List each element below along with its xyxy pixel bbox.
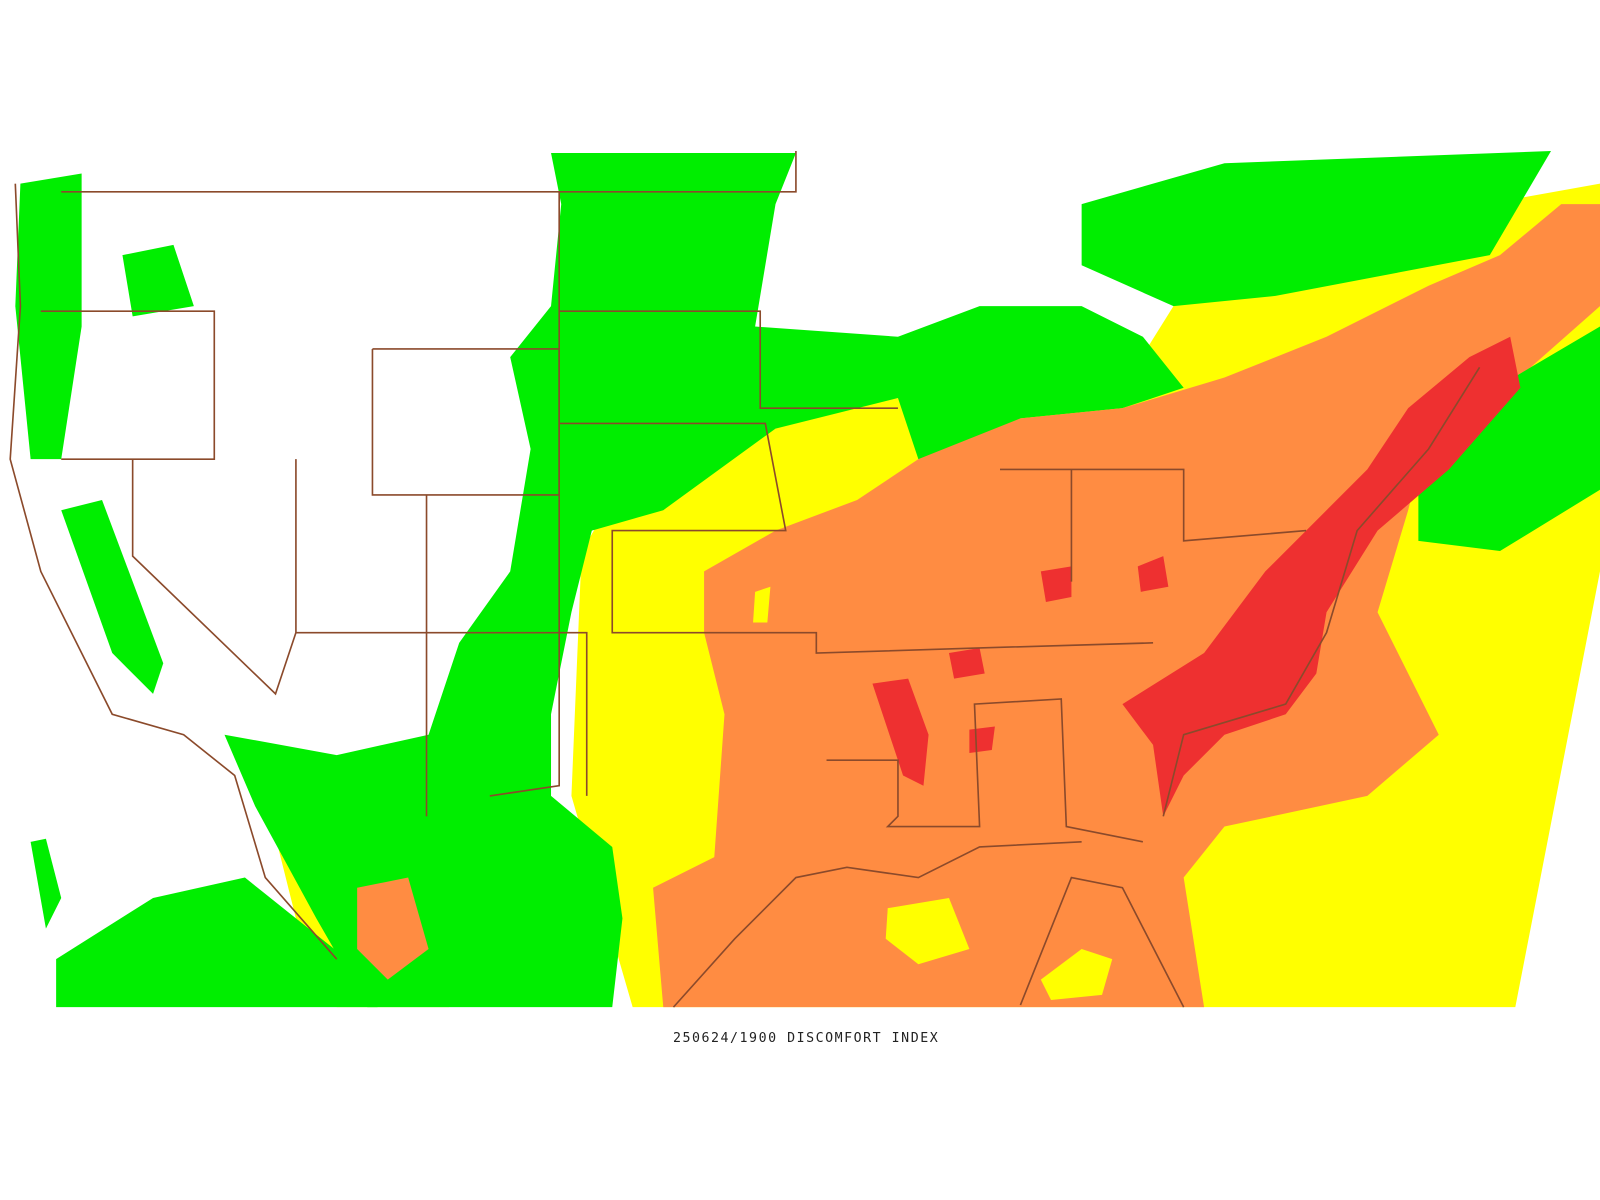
border-line bbox=[672, 841, 1082, 1008]
green-region bbox=[56, 877, 378, 1008]
orange-region bbox=[653, 204, 1600, 1008]
green-region bbox=[1081, 151, 1552, 307]
border-line bbox=[559, 310, 898, 409]
border-line bbox=[61, 151, 797, 193]
red-region bbox=[948, 647, 985, 679]
border-line bbox=[9, 183, 338, 960]
green-region bbox=[122, 244, 194, 317]
border-line bbox=[1019, 876, 1185, 1008]
border-line bbox=[131, 459, 297, 696]
green-region bbox=[897, 306, 1184, 460]
green-region bbox=[15, 173, 82, 460]
border-line bbox=[1162, 366, 1481, 817]
red-region bbox=[872, 678, 929, 786]
green-region bbox=[224, 153, 980, 1008]
map-caption: 250624/1900 DISCOMFORT INDEX bbox=[673, 1031, 939, 1046]
border-line bbox=[826, 698, 1144, 843]
yellow-region bbox=[753, 586, 771, 623]
green-region bbox=[1418, 326, 1600, 552]
border-line bbox=[1000, 468, 1307, 542]
border-line bbox=[295, 631, 588, 796]
border-line bbox=[559, 422, 1154, 654]
green-region bbox=[61, 500, 164, 694]
yellow-region bbox=[885, 897, 970, 965]
orange-region bbox=[357, 877, 429, 980]
yellow-region bbox=[1040, 948, 1113, 1000]
map-fill bbox=[0, 151, 1600, 1008]
red-region bbox=[969, 726, 995, 754]
border-line bbox=[40, 310, 216, 460]
green-region bbox=[30, 838, 62, 929]
state-borders bbox=[9, 151, 1481, 1008]
red-region bbox=[1137, 556, 1169, 592]
border-line bbox=[489, 191, 560, 797]
red-region bbox=[1040, 566, 1072, 603]
